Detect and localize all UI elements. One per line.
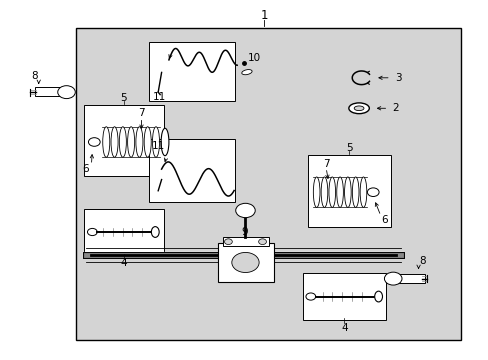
Ellipse shape xyxy=(313,177,319,207)
Circle shape xyxy=(231,252,259,273)
Text: 5: 5 xyxy=(346,143,352,153)
Text: 9: 9 xyxy=(241,227,247,237)
Text: 8: 8 xyxy=(31,71,38,81)
Text: 8: 8 xyxy=(418,256,425,266)
Text: 7: 7 xyxy=(322,158,329,168)
Ellipse shape xyxy=(374,291,382,302)
Ellipse shape xyxy=(336,177,343,207)
Ellipse shape xyxy=(136,127,142,157)
Text: 4: 4 xyxy=(120,258,127,268)
Bar xyxy=(35,87,61,96)
Circle shape xyxy=(305,293,315,300)
Circle shape xyxy=(384,272,401,285)
Text: 10: 10 xyxy=(247,53,260,63)
Ellipse shape xyxy=(151,226,159,237)
Ellipse shape xyxy=(321,177,327,207)
Ellipse shape xyxy=(144,127,151,157)
Text: 3: 3 xyxy=(394,73,401,83)
Circle shape xyxy=(224,239,232,244)
Text: 5: 5 xyxy=(120,93,127,103)
Ellipse shape xyxy=(328,177,335,207)
Ellipse shape xyxy=(344,177,350,207)
Circle shape xyxy=(366,188,378,197)
Bar xyxy=(217,243,273,282)
Text: 4: 4 xyxy=(341,323,347,333)
Circle shape xyxy=(87,228,97,235)
Text: 7: 7 xyxy=(138,108,144,118)
Bar xyxy=(222,237,268,246)
Circle shape xyxy=(58,86,75,99)
Bar xyxy=(83,105,163,176)
Text: 6: 6 xyxy=(380,215,386,225)
Bar xyxy=(397,274,424,283)
Text: 1: 1 xyxy=(260,9,267,22)
Ellipse shape xyxy=(111,127,118,157)
Bar xyxy=(303,273,385,320)
Bar xyxy=(149,139,234,202)
Text: 2: 2 xyxy=(391,103,398,113)
Text: 6: 6 xyxy=(82,163,89,174)
Ellipse shape xyxy=(161,128,168,156)
Ellipse shape xyxy=(352,177,358,207)
Bar xyxy=(76,28,461,339)
Ellipse shape xyxy=(102,127,110,157)
Text: 11: 11 xyxy=(152,92,165,102)
Ellipse shape xyxy=(360,177,366,207)
Bar xyxy=(307,155,390,226)
Ellipse shape xyxy=(348,103,368,114)
Bar xyxy=(83,209,163,255)
Ellipse shape xyxy=(119,127,126,157)
Ellipse shape xyxy=(353,106,363,111)
Ellipse shape xyxy=(241,69,252,75)
Ellipse shape xyxy=(152,127,159,157)
Circle shape xyxy=(235,203,255,218)
Ellipse shape xyxy=(127,127,134,157)
Circle shape xyxy=(88,138,100,146)
Bar xyxy=(149,42,234,101)
Text: 11: 11 xyxy=(151,141,164,151)
Circle shape xyxy=(258,239,266,244)
